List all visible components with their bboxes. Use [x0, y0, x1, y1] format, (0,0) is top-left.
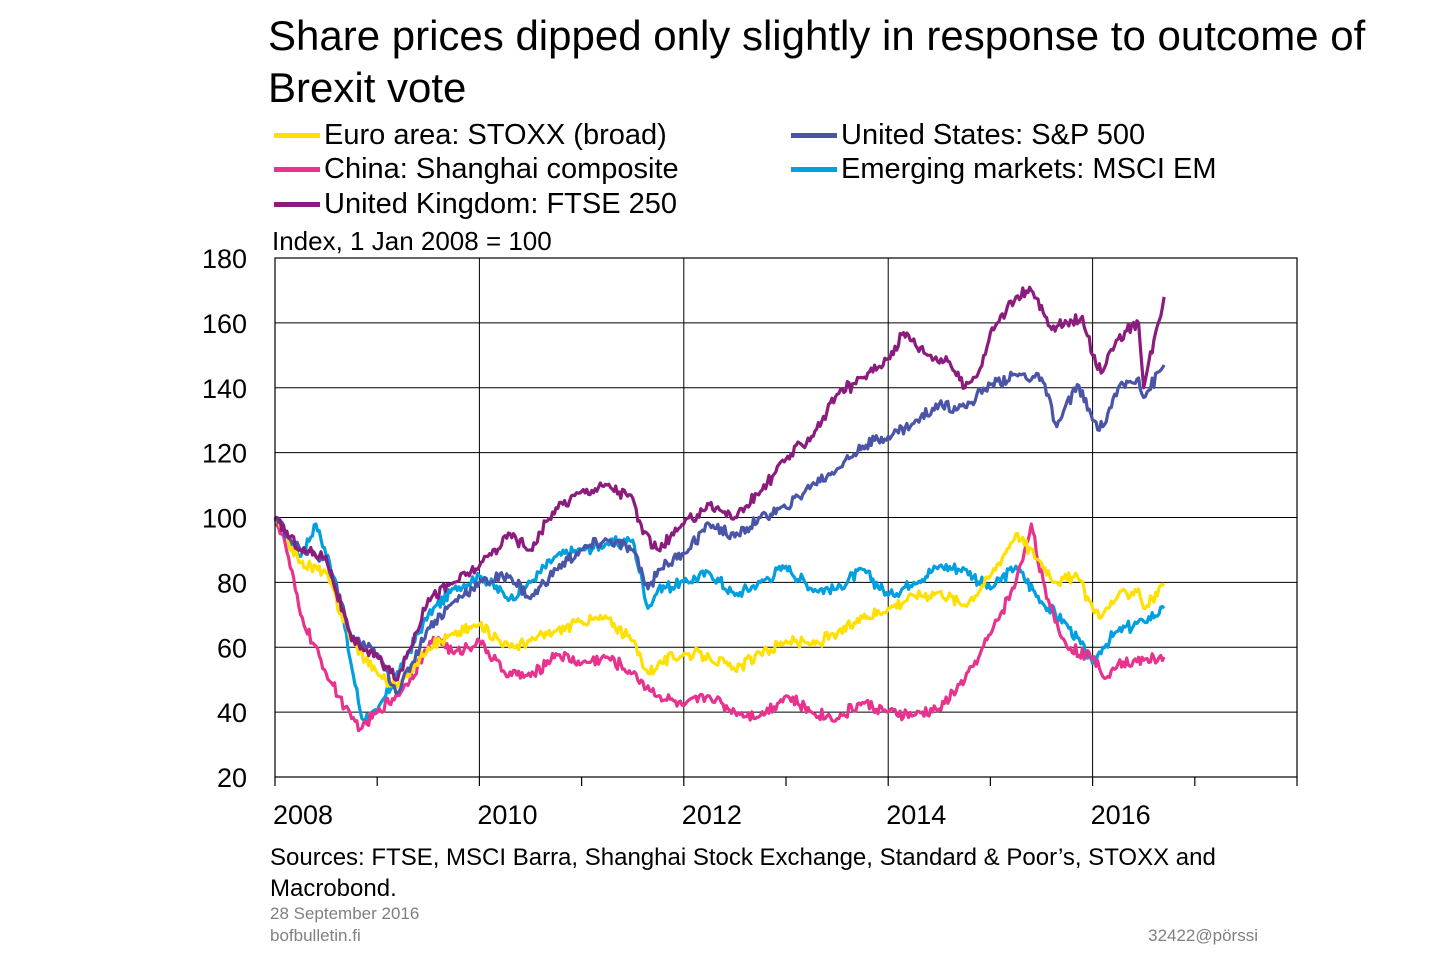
legend-item-united-kingdom: United Kingdom: FTSE 250 [274, 187, 677, 221]
legend-swatch-china [274, 166, 320, 172]
y-tick-label: 20 [217, 763, 247, 793]
y-tick-label: 120 [202, 439, 247, 469]
legend-swatch-united-kingdom [274, 201, 320, 207]
chart-grid [274, 257, 1297, 778]
y-tick-label: 60 [217, 633, 247, 663]
series-line-united-kingdom [274, 285, 1166, 682]
legend-label-united-kingdom: United Kingdom: FTSE 250 [324, 187, 678, 220]
legend-label-euro-area: Euro area: STOXX (broad) [324, 118, 667, 151]
legend-item-euro-area: Euro area: STOXX (broad) [274, 118, 667, 152]
series-line-emerging-markets [274, 515, 1166, 723]
legend-swatch-united-states [791, 132, 837, 138]
chart-axes [274, 257, 1298, 786]
y-unit-label: Index, 1 Jan 2008 = 100 [272, 226, 552, 256]
publication-date: 28 September 2016 [270, 904, 420, 923]
chart-series [273, 285, 1166, 733]
x-tick-label: 2012 [682, 800, 742, 830]
legend-swatch-euro-area [274, 132, 320, 138]
series-line-euro-area [273, 516, 1166, 690]
legend-item-united-states: United States: S&P 500 [791, 118, 1145, 152]
legend-label-china: China: Shanghai composite [324, 152, 679, 185]
x-tick-label: 2014 [886, 800, 946, 830]
chart-title: Share prices dipped only slightly in res… [268, 12, 1366, 111]
y-tick-label: 180 [202, 244, 247, 274]
chart-tick-labels: 20 40 60 80 100 120 140 160 180 2008 2010 2012 2014 2… [202, 244, 1151, 830]
x-tick-label: 2010 [477, 800, 537, 830]
x-tick-label: 2016 [1091, 800, 1151, 830]
y-tick-label: 80 [217, 568, 247, 598]
x-tick-label: 2008 [273, 800, 333, 830]
legend-swatch-emerging-markets [791, 166, 837, 172]
legend-label-emerging-markets: Emerging markets: MSCI EM [841, 152, 1217, 185]
legend-item-china: China: Shanghai composite [274, 152, 679, 186]
legend-label-united-states: United States: S&P 500 [841, 118, 1146, 151]
y-tick-label: 40 [217, 698, 247, 728]
sources-note: Sources: FTSE, MSCI Barra, Shanghai Stoc… [270, 844, 1216, 902]
y-tick-label: 160 [202, 309, 247, 339]
chart-code: 32422@pörssi [1148, 926, 1258, 945]
chart-legend: Euro area: STOXX (broad) China: Shanghai… [268, 118, 1368, 228]
series-line-united-states [273, 364, 1166, 695]
y-tick-label: 140 [202, 374, 247, 404]
site-name: bofbulletin.fi [270, 926, 361, 945]
y-tick-label: 100 [202, 504, 247, 534]
plot-frame [274, 257, 1298, 778]
legend-item-emerging-markets: Emerging markets: MSCI EM [791, 152, 1216, 186]
